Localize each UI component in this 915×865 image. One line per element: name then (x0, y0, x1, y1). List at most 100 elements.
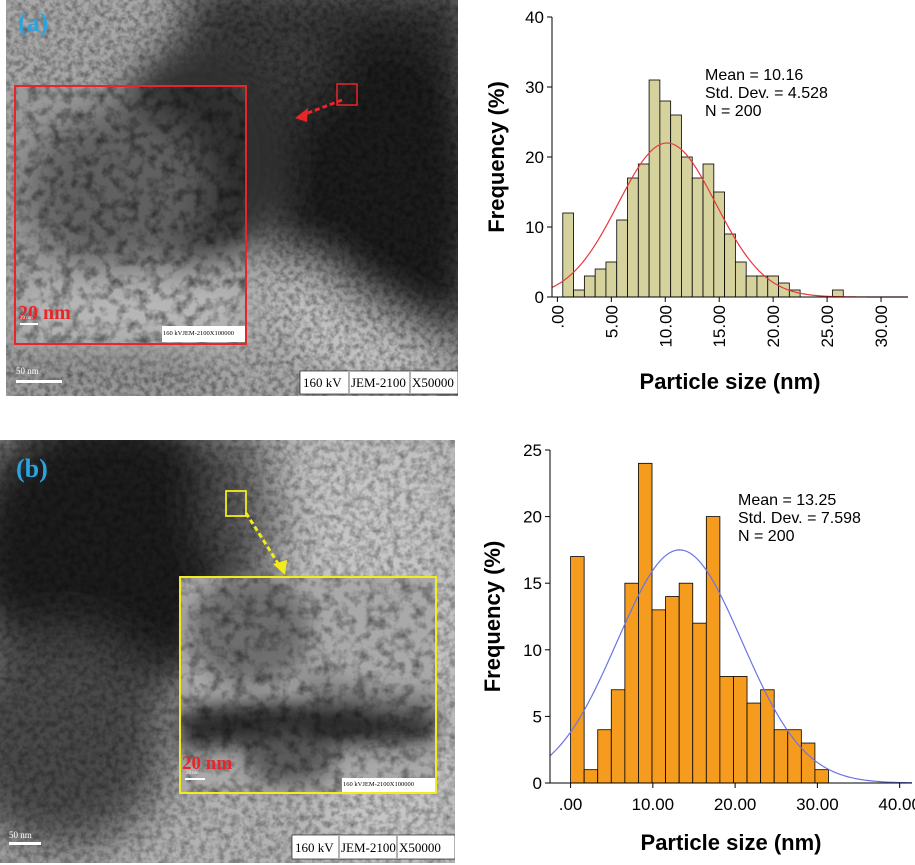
main-info-box-b (291, 834, 455, 860)
inset-info-text-b: 160 kVJEM-2100X100000 (343, 781, 414, 788)
info-mag-a: X50000 (412, 375, 454, 390)
x-tick-label: 30.00 (872, 305, 891, 348)
info-model-b: JEM-2100 (341, 840, 396, 855)
histogram-bar (605, 261, 618, 298)
x-axis-label: Particle size (nm) (641, 830, 822, 855)
histogram-bar (562, 212, 574, 298)
y-tick-label: 0 (535, 288, 544, 307)
histogram-bar (713, 191, 726, 298)
y-tick-label: 40 (525, 8, 544, 27)
y-tick-label: 25 (523, 441, 542, 460)
inset-scale-label-a: 20 nm (18, 302, 71, 324)
inset-scale-bar-a (20, 323, 38, 325)
histogram-bar (702, 163, 715, 298)
normal-fit-curve (549, 549, 913, 784)
selection-square-a (336, 83, 358, 106)
x-tick-label: 10.00 (632, 795, 675, 814)
main-scale-label-a: 50 nm (16, 366, 39, 376)
histogram-bar (814, 769, 829, 784)
histogram-bar (756, 275, 769, 298)
histogram-bar (648, 79, 661, 298)
inset-image-b (179, 575, 437, 794)
histogram-bar (583, 275, 596, 298)
main-scale-bar-b (9, 842, 41, 845)
x-tick-label: 15.00 (710, 305, 729, 348)
y-axis-label: Frequency (%) (480, 541, 505, 693)
stats-n: N = 200 (738, 528, 795, 545)
y-tick-label: 20 (525, 148, 544, 167)
histogram-bar (760, 689, 775, 784)
x-tick-label: 20.00 (714, 795, 757, 814)
y-axis-label: Frequency (%) (484, 81, 509, 233)
histogram-bar (678, 582, 694, 784)
inset-image-a (14, 50, 286, 345)
selection-square-b (225, 490, 247, 517)
histogram-svg-b: 0 5 10 15 20 25 .00 10.00 20.00 30.00 40.00 Particl… (480, 441, 915, 855)
histogram-bar (637, 163, 650, 298)
x-tick-label: 10.00 (656, 305, 675, 348)
histogram-bar (627, 177, 639, 298)
tem-micrograph-b (0, 440, 455, 863)
pointer-arrow-b (244, 512, 283, 569)
inset-scale-small-a: 20 nm (20, 316, 33, 321)
histogram-b: 0 5 10 15 20 25 .00 10.00 20.00 30.00 40.00 Particl… (470, 430, 915, 865)
info-kv-b: 160 kV (295, 840, 334, 855)
arrowhead-b (273, 560, 287, 575)
histogram-bar (638, 462, 653, 784)
inset-info-box-a (162, 326, 245, 342)
x-tick-label: 40.00 (878, 795, 915, 814)
y-tick-label: 5 (533, 707, 542, 726)
histogram-bar (624, 582, 639, 784)
histogram-bar (651, 609, 666, 784)
x-tick-label: 20.00 (764, 305, 783, 348)
histogram-a: 0 10 20 30 40 .00 5.00 10.00 15.00 20.00 25.00 30.0… (470, 0, 910, 400)
x-tick-label: .00 (548, 305, 567, 329)
inset-frame-b (179, 576, 437, 794)
histogram-bar (746, 702, 762, 784)
stats-n: N = 200 (705, 103, 762, 120)
arrowhead-a (295, 108, 308, 122)
histogram-bar (787, 729, 802, 784)
main-scale-label-b: 50 nm (9, 830, 32, 840)
histogram-bar (616, 219, 628, 298)
histogram-bar (733, 676, 748, 784)
histogram-bar (610, 689, 626, 784)
histogram-bar (570, 556, 585, 784)
stats-mean: Mean = 13.25 (738, 492, 836, 509)
histogram-bar (594, 268, 607, 298)
histogram-bar (681, 156, 693, 298)
y-tick-label: 10 (525, 218, 544, 237)
histogram-bar (745, 275, 758, 298)
x-tick-label: 5.00 (602, 305, 621, 338)
inset-frame-a (14, 85, 247, 345)
inset-scale-label-b: 20 nm (182, 753, 233, 774)
histogram-bar (573, 289, 585, 298)
panel-label-b: (b) (16, 454, 48, 483)
histogram-bar (734, 261, 747, 298)
histogram-bar (692, 622, 707, 784)
histogram-bar (670, 114, 682, 298)
histogram-bar (705, 516, 721, 784)
panel-label-a: (a) (18, 8, 49, 37)
y-tick-label: 0 (533, 774, 542, 793)
histogram-bar (665, 596, 680, 784)
stats-std-dev: Std. Dev. = 4.528 (705, 85, 828, 102)
stats-mean: Mean = 10.16 (705, 67, 803, 84)
tem-image-b: (b) 20 nm 20 nm 160 kVJEM-2100X100000 50… (0, 440, 455, 863)
histogram-bar (773, 729, 789, 784)
y-tick-label: 30 (525, 78, 544, 97)
x-tick-label: 25.00 (818, 305, 837, 348)
inset-info-box-b (342, 778, 435, 792)
histogram-bar (659, 100, 672, 298)
histogram-svg-a: 0 10 20 30 40 .00 5.00 10.00 15.00 20.00 25.00 30.0… (484, 8, 908, 394)
histogram-bar (597, 729, 612, 784)
histogram-bar (800, 742, 816, 784)
histogram-bar (724, 233, 736, 298)
inset-info-text-a: 160 kVJEM-2100X100000 (163, 330, 234, 337)
inset-scale-bar-b (185, 778, 205, 780)
tem-image-a: (a) 20 nm 20 nm 160 kVJEM-2100X100000 50… (6, 0, 458, 396)
x-axis-label: Particle size (nm) (640, 369, 821, 394)
x-tick-label: .00 (559, 795, 583, 814)
histogram-bar (719, 676, 734, 784)
info-model-a: JEM-2100 (351, 375, 406, 390)
